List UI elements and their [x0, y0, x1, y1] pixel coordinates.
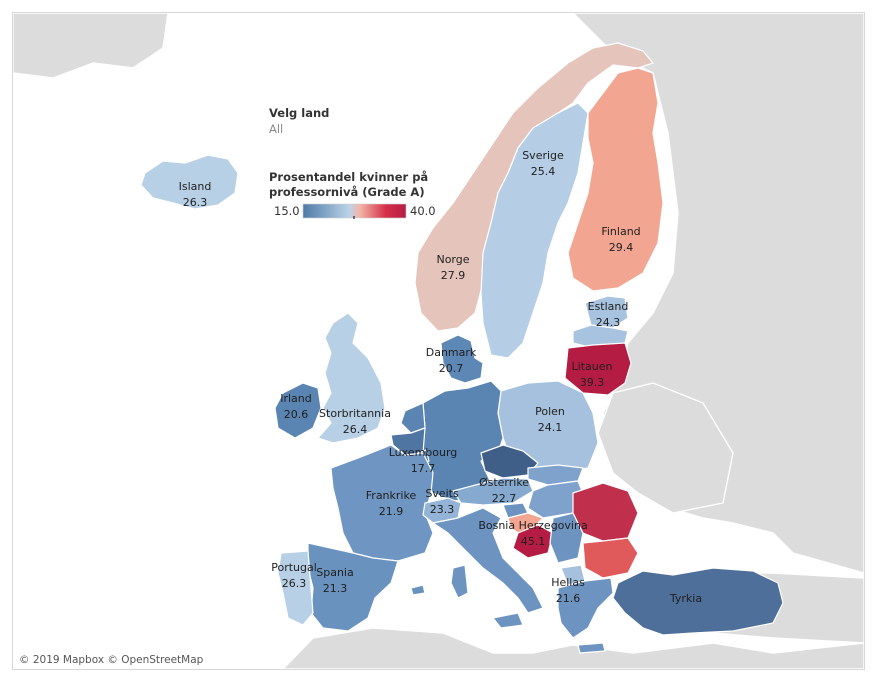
- legend-title-line1: Prosentandel kvinner på: [269, 170, 428, 184]
- map-frame: Island 26.3 Norge 27.9 Sverige 25.4 Finl…: [12, 12, 865, 670]
- label-storbritannia-name: Storbritannia: [319, 407, 391, 420]
- label-hellas-name: Hellas: [551, 576, 585, 589]
- country-island[interactable]: [140, 154, 239, 210]
- country-litauen[interactable]: [564, 342, 632, 396]
- label-sverige-name: Sverige: [522, 149, 564, 162]
- country-frankrike[interactable]: [330, 444, 434, 562]
- country-sverige[interactable]: [480, 102, 589, 359]
- legend-min-label: 15.0: [274, 204, 300, 218]
- label-bosnia-value: 45.1: [521, 535, 546, 548]
- country-italy[interactable]: [432, 507, 544, 614]
- greenland-land: [13, 13, 169, 79]
- label-danmark-name: Danmark: [426, 346, 477, 359]
- label-spania-value: 21.3: [323, 582, 348, 595]
- europe-map[interactable]: Island 26.3 Norge 27.9 Sverige 25.4 Finl…: [13, 13, 864, 669]
- label-bosnia-name: Bosnia Herzegovina: [478, 519, 587, 532]
- legend-max-label: 40.0: [410, 204, 436, 218]
- label-norge-name: Norge: [436, 253, 469, 266]
- label-irland-value: 20.6: [284, 408, 309, 421]
- country-netherlands[interactable]: [400, 402, 426, 434]
- label-luxembourg-value: 17.7: [411, 462, 436, 475]
- country-tyrkia[interactable]: [612, 567, 784, 636]
- label-sveits-name: Sveits: [425, 487, 459, 500]
- label-finland-name: Finland: [601, 225, 640, 238]
- label-island-value: 26.3: [183, 196, 208, 209]
- country-bulgaria[interactable]: [582, 537, 639, 579]
- country-hellas-islands: [577, 642, 606, 654]
- label-norge-value: 27.9: [441, 269, 466, 282]
- label-spania-name: Spania: [316, 566, 353, 579]
- label-osterrike-name: Østerrike: [479, 476, 529, 489]
- label-tyrkia-name: Tyrkia: [669, 592, 702, 605]
- label-litauen-value: 39.3: [580, 376, 605, 389]
- label-danmark-value: 20.7: [439, 362, 464, 375]
- color-legend: Prosentandel kvinner på professornivå (G…: [269, 170, 436, 219]
- label-portugal-value: 26.3: [282, 577, 307, 590]
- label-luxembourg-name: Luxembourg: [389, 446, 458, 459]
- countries: [140, 42, 784, 654]
- label-estland-name: Estland: [588, 300, 629, 313]
- legend-gradient-bar: [302, 203, 407, 219]
- label-storbritannia-value: 26.4: [343, 423, 368, 436]
- label-portugal-name: Portugal: [271, 561, 317, 574]
- country-spania[interactable]: [307, 542, 399, 632]
- country-storbritannia[interactable]: [317, 312, 386, 444]
- country-danmark[interactable]: [440, 334, 484, 384]
- label-osterrike-value: 22.7: [492, 492, 517, 505]
- ukraine-land: [597, 382, 734, 514]
- africa-land: [282, 627, 864, 669]
- filter-title: Velg land: [269, 106, 329, 120]
- label-irland-name: Irland: [280, 392, 312, 405]
- label-estland-value: 24.3: [596, 316, 621, 329]
- filter-value[interactable]: All: [269, 122, 283, 136]
- label-polen-value: 24.1: [538, 421, 563, 434]
- country-filter[interactable]: Velg land All: [269, 106, 329, 136]
- country-irland[interactable]: [274, 382, 322, 439]
- label-frankrike-value: 21.9: [379, 505, 404, 518]
- label-hellas-value: 21.6: [556, 592, 581, 605]
- country-portugal[interactable]: [277, 550, 314, 626]
- label-island-name: Island: [179, 180, 212, 193]
- country-labels: Island 26.3 Norge 27.9 Sverige 25.4 Finl…: [179, 149, 702, 605]
- label-polen-name: Polen: [535, 405, 565, 418]
- country-hellas[interactable]: [557, 577, 614, 639]
- label-frankrike-name: Frankrike: [366, 489, 417, 502]
- country-spania-islands: [410, 584, 426, 596]
- legend-title-line2: professornivå (Grade A): [269, 185, 425, 199]
- label-finland-value: 29.4: [609, 241, 634, 254]
- country-finland[interactable]: [567, 67, 664, 292]
- country-bosnia[interactable]: [512, 524, 554, 559]
- label-sveits-value: 23.3: [430, 503, 455, 516]
- country-romania[interactable]: [572, 482, 639, 542]
- country-italy-islands: [450, 564, 524, 629]
- label-litauen-name: Litauen: [572, 360, 613, 373]
- country-latvia[interactable]: [572, 324, 629, 349]
- map-attribution[interactable]: © 2019 Mapbox © OpenStreetMap: [19, 654, 204, 666]
- label-sverige-value: 25.4: [531, 165, 556, 178]
